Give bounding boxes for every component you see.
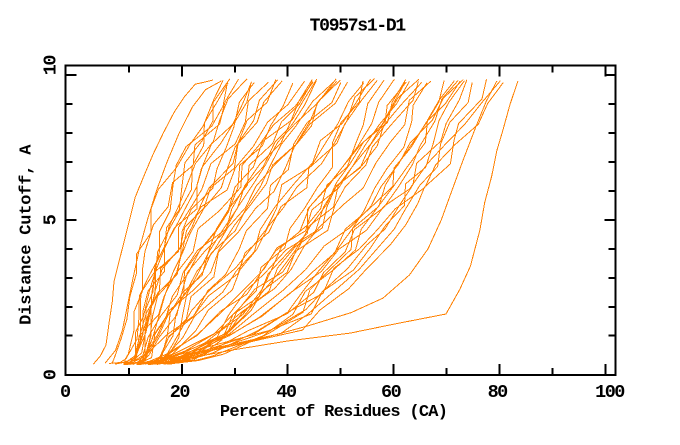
svg-text:60: 60	[381, 382, 402, 403]
svg-text:80: 80	[488, 382, 509, 403]
svg-text:100: 100	[595, 382, 625, 403]
svg-text:0: 0	[60, 382, 71, 403]
svg-text:T0957s1-D1: T0957s1-D1	[310, 16, 407, 36]
svg-text:40: 40	[276, 382, 297, 403]
svg-text:Percent of Residues (CA): Percent of Residues (CA)	[220, 403, 447, 422]
svg-text:10: 10	[41, 55, 62, 76]
svg-text:Distance Cutoff, A: Distance Cutoff, A	[17, 144, 36, 325]
svg-text:20: 20	[170, 382, 191, 403]
svg-text:0: 0	[41, 369, 62, 380]
svg-text:5: 5	[41, 214, 62, 225]
